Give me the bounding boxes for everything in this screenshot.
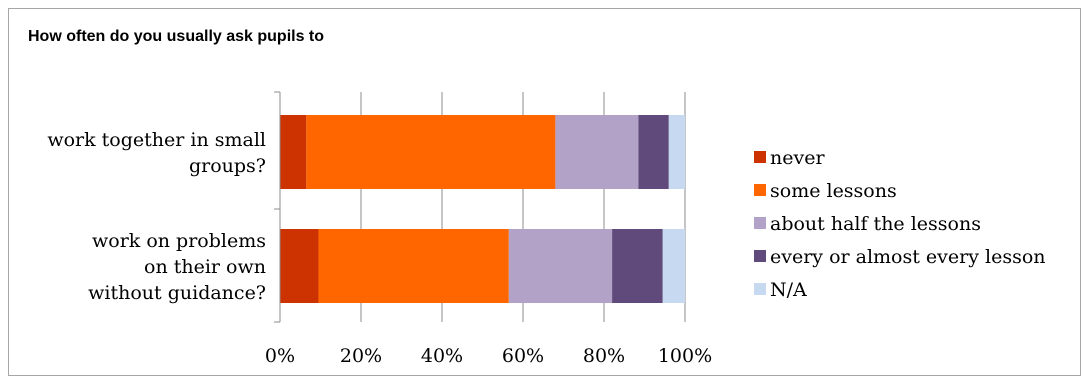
x-tick-label: 100% bbox=[658, 345, 712, 367]
bar-every-or-almost-every-lesson-2 bbox=[612, 229, 663, 303]
bar-about-half-the-lessons-1 bbox=[555, 115, 639, 189]
legend-swatch bbox=[754, 250, 766, 262]
legend: never some lessons about half the lessons e… bbox=[754, 147, 1046, 301]
category-label-line: work on problems bbox=[92, 230, 266, 252]
bar-n-a-1 bbox=[668, 115, 685, 189]
x-tick-label: 20% bbox=[340, 345, 382, 367]
legend-swatch bbox=[754, 217, 766, 229]
category-label-line: without guidance? bbox=[88, 282, 266, 304]
bar-about-half-the-lessons-2 bbox=[508, 229, 613, 303]
x-tick-label: 40% bbox=[421, 345, 463, 367]
x-tick-label: 80% bbox=[583, 345, 625, 367]
legend-label: never bbox=[770, 147, 825, 169]
chart-title: How often do you usually ask pupils to bbox=[28, 28, 325, 45]
legend-label: every or almost every lesson bbox=[770, 246, 1046, 268]
category-label-line: on their own bbox=[144, 256, 266, 278]
category-label-line: groups? bbox=[189, 155, 266, 177]
x-tick-label: 0% bbox=[265, 345, 295, 367]
x-tick-labels: 0% 20% 40% 60% 80% 100% bbox=[265, 345, 712, 367]
x-tick-label: 60% bbox=[502, 345, 544, 367]
axes bbox=[274, 91, 281, 323]
legend-label: N/A bbox=[770, 279, 807, 301]
bar-never-2 bbox=[280, 229, 319, 303]
bar-n-a-2 bbox=[662, 229, 685, 303]
bars bbox=[280, 115, 685, 303]
bar-some-lessons-1 bbox=[306, 115, 556, 189]
category-labels: work together in small groups? work on pro… bbox=[47, 129, 266, 304]
chart-frame bbox=[8, 8, 1081, 376]
legend-swatch bbox=[754, 283, 766, 295]
legend-swatch bbox=[754, 151, 766, 163]
legend-label: about half the lessons bbox=[770, 213, 981, 235]
bar-some-lessons-2 bbox=[318, 229, 509, 303]
bar-never-1 bbox=[280, 115, 307, 189]
legend-swatch bbox=[754, 184, 766, 196]
legend-label: some lessons bbox=[770, 180, 897, 202]
category-label-line: work together in small bbox=[47, 129, 266, 151]
bar-every-or-almost-every-lesson-1 bbox=[638, 115, 669, 189]
